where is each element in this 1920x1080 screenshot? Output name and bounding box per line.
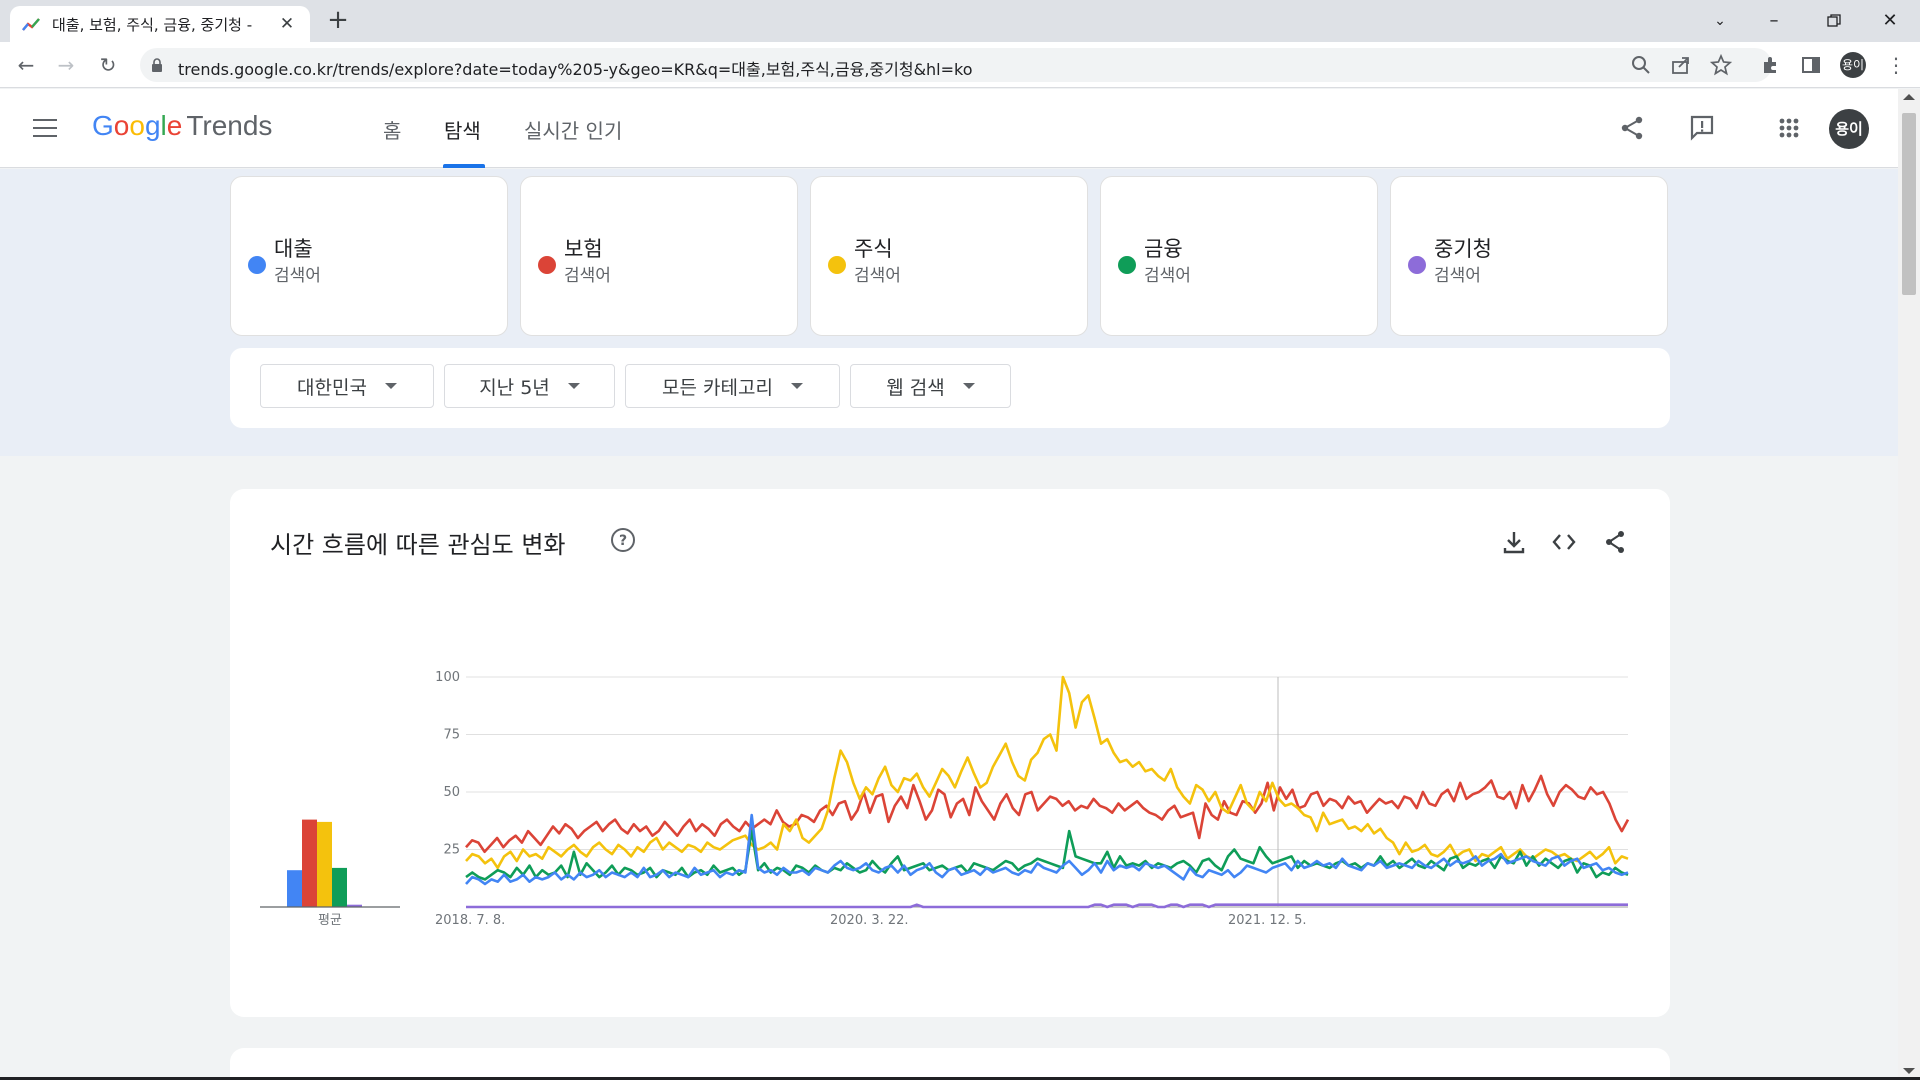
average-bar-대출 <box>287 870 302 907</box>
term-card-1[interactable]: 대출 검색어 <box>230 176 508 336</box>
close-window-icon[interactable]: ✕ <box>1882 10 1898 31</box>
nav-tab-explore[interactable]: 탐색 <box>444 119 481 143</box>
term-type: 검색어 <box>564 266 611 286</box>
tab-close-icon[interactable]: ✕ <box>279 14 295 34</box>
term-color-dot <box>248 256 266 274</box>
share-page-icon[interactable] <box>1670 54 1692 76</box>
average-bar-보험 <box>302 819 317 907</box>
main-menu-icon[interactable] <box>33 119 57 137</box>
term-card-4[interactable]: 금융 검색어 <box>1100 176 1378 336</box>
series-line-주식 <box>465 675 1629 870</box>
side-panel-icon[interactable] <box>1800 54 1822 76</box>
browser-profile-avatar[interactable]: 용이 <box>1840 52 1866 78</box>
term-card-3[interactable]: 주식 검색어 <box>810 176 1088 336</box>
term-color-dot <box>1118 256 1136 274</box>
filter-bar: 대한민국 지난 5년 모든 카테고리 웹 검색 <box>230 348 1670 428</box>
download-csv-icon[interactable] <box>1501 529 1527 555</box>
svg-text:?: ? <box>619 533 627 549</box>
series-line-보험 <box>465 774 1630 854</box>
term-name: 보험 <box>564 237 603 261</box>
average-bar-금융 <box>332 867 347 907</box>
lock-icon <box>152 58 162 72</box>
term-type: 검색어 <box>274 266 321 286</box>
help-icon[interactable]: ? <box>610 527 636 553</box>
share-icon[interactable] <box>1617 113 1647 143</box>
y-tick-label: 50 <box>443 785 460 800</box>
term-card-5[interactable]: 중기청 검색어 <box>1390 176 1668 336</box>
dropdown-caret-icon <box>962 383 975 389</box>
series-line-중기청 <box>466 903 1628 909</box>
page-scrollbar[interactable] <box>1898 89 1920 1080</box>
average-label: 평균 <box>318 913 342 928</box>
region-filter-dropdown[interactable]: 대한민국 <box>260 364 434 408</box>
term-type: 검색어 <box>854 266 901 286</box>
term-color-dot <box>1408 256 1426 274</box>
y-tick-label: 25 <box>443 843 460 858</box>
apps-grid-icon[interactable] <box>1774 113 1804 143</box>
browser-tab[interactable]: 대출, 보험, 주식, 금융, 중기청 - ✕ <box>10 6 310 42</box>
term-name: 대출 <box>274 237 313 261</box>
y-tick-label: 100 <box>435 670 460 685</box>
browser-tab-strip: 대출, 보험, 주식, 금융, 중기청 - ✕ + ⌄ – ✕ <box>0 0 1920 42</box>
term-name: 주식 <box>854 237 893 261</box>
feedback-icon[interactable] <box>1687 113 1717 143</box>
term-type: 검색어 <box>1144 266 1191 286</box>
nav-tab-trending-now[interactable]: 실시간 인기 <box>524 119 623 143</box>
new-tab-icon[interactable]: + <box>327 5 349 35</box>
interest-line-chart[interactable]: 100 75 50 25 2018. 7. 8. 2020. 3. 22. 2021. 12… <box>230 489 1670 1017</box>
minimize-icon[interactable]: – <box>1769 10 1779 31</box>
share-chart-icon[interactable] <box>1602 529 1628 555</box>
browser-menu-icon[interactable]: ⋮ <box>1886 53 1906 77</box>
bookmark-star-icon[interactable] <box>1710 54 1732 76</box>
browser-tab-title: 대출, 보험, 주식, 금융, 중기청 - <box>52 15 253 34</box>
series-line-대출 <box>465 813 1629 886</box>
term-name: 중기청 <box>1434 237 1492 261</box>
dropdown-caret-icon <box>790 383 803 389</box>
address-bar[interactable]: trends.google.co.kr/trends/explore?date=… <box>140 48 1772 82</box>
embed-code-icon[interactable] <box>1551 529 1577 555</box>
url-text: trends.google.co.kr/trends/explore?date=… <box>178 60 973 79</box>
term-color-dot <box>538 256 556 274</box>
scroll-up-icon[interactable] <box>1903 94 1915 100</box>
x-tick-label: 2021. 12. 5. <box>1228 913 1307 928</box>
panel-title: 시간 흐름에 따른 관심도 변화 <box>270 531 566 559</box>
browser-toolbar: ← → ↻ trends.google.co.kr/trends/explore… <box>0 42 1920 88</box>
x-tick-label: 2018. 7. 8. <box>435 913 505 928</box>
trends-favicon-icon <box>22 18 40 31</box>
average-bar-주식 <box>317 821 332 907</box>
search-icon[interactable] <box>1630 54 1652 76</box>
nav-tab-home[interactable]: 홈 <box>383 119 402 143</box>
category-filter-dropdown[interactable]: 모든 카테고리 <box>625 364 840 408</box>
term-name: 금융 <box>1144 237 1183 261</box>
x-tick-label: 2020. 3. 22. <box>830 913 909 928</box>
active-tab-indicator <box>443 164 485 168</box>
restore-icon[interactable] <box>1814 6 1854 36</box>
y-tick-label: 75 <box>443 728 460 743</box>
term-type: 검색어 <box>1434 266 1481 286</box>
search-type-filter-dropdown[interactable]: 웹 검색 <box>850 364 1011 408</box>
forward-icon[interactable]: → <box>57 53 75 77</box>
next-panel <box>230 1048 1670 1080</box>
time-range-filter-dropdown[interactable]: 지난 5년 <box>444 364 615 408</box>
average-bar-중기청 <box>347 904 362 907</box>
scroll-down-icon[interactable] <box>1903 1068 1915 1074</box>
account-avatar[interactable]: 용이 <box>1829 109 1869 149</box>
reload-icon[interactable]: ↻ <box>99 53 117 77</box>
trends-header: Google Trends 홈 탐색 실시간 인기 용이 <box>0 89 1898 168</box>
dropdown-caret-icon <box>384 383 397 389</box>
back-icon[interactable]: ← <box>17 53 35 77</box>
term-card-2[interactable]: 보험 검색어 <box>520 176 798 336</box>
interest-over-time-panel: 시간 흐름에 따른 관심도 변화 ? 100 75 50 25 2018. 7. 8. 2… <box>230 489 1670 1017</box>
term-color-dot <box>828 256 846 274</box>
extensions-puzzle-icon[interactable] <box>1760 54 1782 76</box>
scrollbar-thumb[interactable] <box>1902 113 1916 295</box>
tab-search-icon[interactable]: ⌄ <box>1714 13 1726 29</box>
window-bottom-edge <box>0 1077 1920 1080</box>
google-trends-logo[interactable]: Google Trends <box>92 110 273 141</box>
dropdown-caret-icon <box>567 383 580 389</box>
